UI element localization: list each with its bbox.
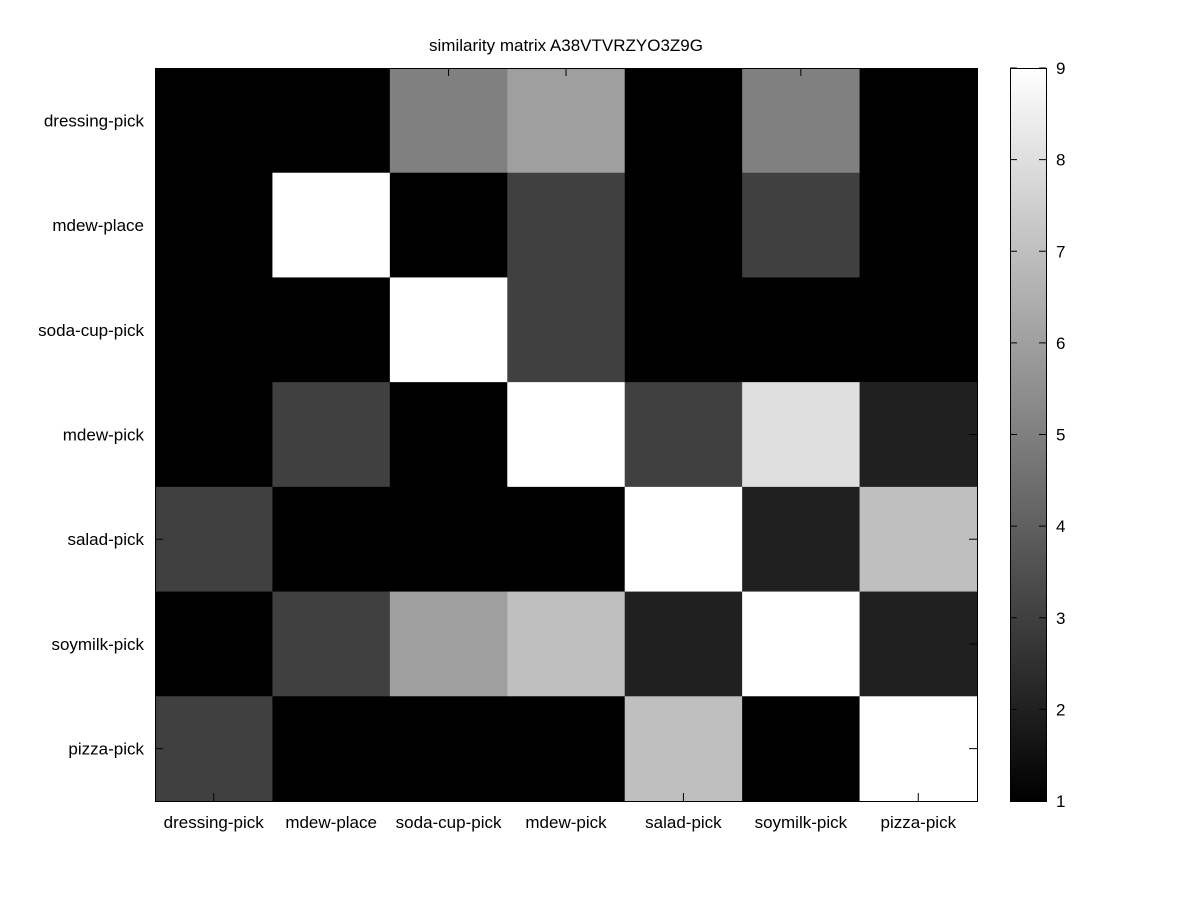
heatmap-cell <box>507 486 626 593</box>
x-tick-label: pizza-pick <box>880 813 956 832</box>
heatmap-cell <box>624 68 743 174</box>
heatmap-cell <box>155 591 274 697</box>
heatmap-cell <box>507 696 626 802</box>
heatmap-cell <box>507 172 626 279</box>
heatmap-cell <box>624 486 743 593</box>
heatmap-cell <box>389 696 508 802</box>
axis-ticks <box>155 68 977 801</box>
heatmap-cell <box>742 591 861 697</box>
y-axis-tick-labels: dressing-pick mdew-place soda-cup-pick mdew… <box>38 111 144 758</box>
heatmap-cells <box>155 68 978 802</box>
x-tick-label: soymilk-pick <box>755 813 848 832</box>
heatmap-cell <box>859 172 978 279</box>
heatmap-cell <box>742 486 861 593</box>
x-tick-label: mdew-pick <box>525 813 607 832</box>
heatmap-cell <box>389 591 508 697</box>
heatmap-cell <box>859 68 978 174</box>
heatmap-cell <box>272 172 391 279</box>
heatmap-cell <box>507 591 626 697</box>
y-tick-label: mdew-place <box>52 216 144 235</box>
colorbar-tick-label: 8 <box>1056 151 1065 170</box>
heatmap-cell <box>742 68 861 174</box>
y-tick-label: soymilk-pick <box>51 635 144 654</box>
heatmap-cell <box>624 382 743 488</box>
colorbar-tick-label: 5 <box>1056 426 1065 445</box>
heatmap-cell <box>742 172 861 279</box>
colorbar-tick-label: 6 <box>1056 334 1065 353</box>
x-tick-label: salad-pick <box>645 813 722 832</box>
heatmap-cell <box>624 696 743 802</box>
heatmap-cell <box>624 591 743 697</box>
heatmap-cell <box>624 172 743 279</box>
heatmap-cell <box>507 277 626 383</box>
heatmap-cell <box>389 172 508 279</box>
heatmap-cell <box>155 382 274 488</box>
y-tick-label: dressing-pick <box>44 111 145 130</box>
heatmap-cell <box>155 68 274 174</box>
heatmap-cell <box>859 486 978 593</box>
heatmap-cell <box>859 591 978 697</box>
heatmap-cell <box>155 277 274 383</box>
heatmap-cell <box>859 696 978 802</box>
colorbar: 1 2 3 4 5 6 7 8 9 <box>1010 59 1065 811</box>
heatmap-cell <box>272 486 391 593</box>
heatmap-cell <box>272 591 391 697</box>
heatmap-cell <box>742 277 861 383</box>
x-tick-label: soda-cup-pick <box>396 813 502 832</box>
heatmap-cell <box>742 382 861 488</box>
heatmap-cell <box>859 382 978 488</box>
heatmap-cell <box>272 68 391 174</box>
x-tick-label: dressing-pick <box>164 813 265 832</box>
heatmap-cell <box>155 172 274 279</box>
heatmap-cell <box>155 696 274 802</box>
colorbar-tick-label: 3 <box>1056 609 1065 628</box>
heatmap-cell <box>389 277 508 383</box>
heatmap-cell <box>742 696 861 802</box>
heatmap-cell <box>155 486 274 593</box>
colorbar-tick-label: 7 <box>1056 242 1065 261</box>
colorbar-tick-label: 2 <box>1056 700 1065 719</box>
colorbar-tick-label: 9 <box>1056 59 1065 78</box>
heatmap-cell <box>272 277 391 383</box>
heatmap-cell <box>272 696 391 802</box>
y-tick-label: mdew-pick <box>63 426 145 445</box>
colorbar-tick-label: 1 <box>1056 792 1065 811</box>
heatmap-cell <box>272 382 391 488</box>
colorbar-tick-label: 4 <box>1056 517 1065 536</box>
x-axis-tick-labels: dressing-pick mdew-place soda-cup-pick mdew… <box>164 813 957 832</box>
heatmap-cell <box>859 277 978 383</box>
chart-title: similarity matrix A38VTVRZYO3Z9G <box>429 36 703 55</box>
heatmap-cell <box>389 68 508 174</box>
heatmap-cell <box>389 486 508 593</box>
y-tick-label: salad-pick <box>67 530 144 549</box>
y-tick-label: soda-cup-pick <box>38 321 144 340</box>
y-tick-label: pizza-pick <box>68 740 144 759</box>
plot-frame <box>155 68 978 802</box>
x-tick-label: mdew-place <box>285 813 377 832</box>
heatmap-cell <box>389 382 508 488</box>
heatmap-cell <box>507 382 626 488</box>
heatmap-cell <box>624 277 743 383</box>
heatmap-cell <box>507 68 626 174</box>
